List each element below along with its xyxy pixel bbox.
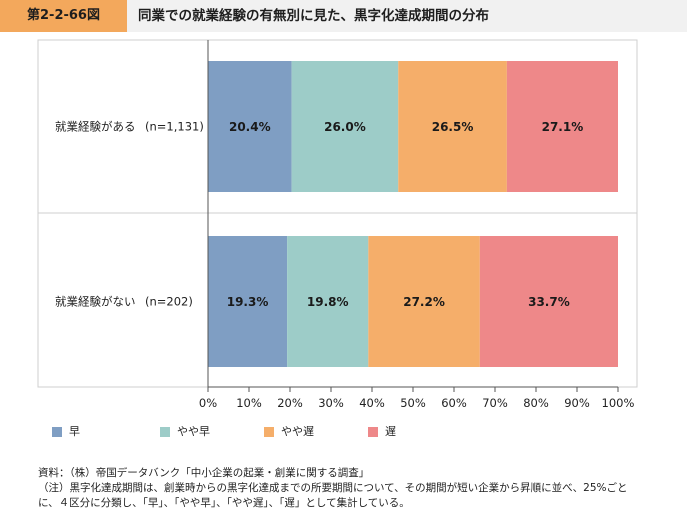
- legend-label: やや早: [177, 425, 210, 438]
- note-line-2: に、４区分に分類し、「早」、「やや早」、「やや遅」、「遅」として集計している。: [38, 497, 410, 509]
- x-tick-label: 100%: [602, 396, 635, 410]
- bar-segment: [287, 236, 369, 367]
- x-tick-label: 40%: [359, 396, 385, 410]
- x-tick-label: 30%: [318, 396, 344, 410]
- data-label: 27.1%: [542, 120, 584, 134]
- data-label: 19.8%: [307, 295, 349, 309]
- figure-title: 同業での就業経験の有無別に見た、黒字化達成期間の分布: [138, 8, 489, 24]
- legend-swatch: [264, 427, 274, 437]
- figure-number: 第2-2-66図: [0, 0, 127, 32]
- legend-swatch: [52, 427, 62, 437]
- x-tick-label: 50%: [400, 396, 426, 410]
- bar-segment: [291, 61, 399, 192]
- bar-segment: [368, 236, 480, 367]
- category-label: 就業経験がある: [55, 120, 136, 134]
- bar-segment: [479, 236, 618, 367]
- legend-label: やや遅: [281, 425, 314, 438]
- data-label: 33.7%: [528, 295, 570, 309]
- data-label: 26.0%: [324, 120, 366, 134]
- category-label: 就業経験がない: [55, 295, 136, 309]
- legend-swatch: [368, 427, 378, 437]
- legend-swatch: [160, 427, 170, 437]
- x-tick-label: 10%: [236, 396, 262, 410]
- legend-label: 早: [69, 425, 80, 438]
- x-tick-label: 20%: [277, 396, 303, 410]
- legend-label: 遅: [385, 425, 396, 438]
- data-label: 26.5%: [432, 120, 474, 134]
- bar-segment: [208, 61, 292, 192]
- value-labels: 20.4% 26.0% 26.5% 27.1% 19.3% 19.8% 27.2% 33.7%: [227, 120, 584, 309]
- x-tick-label: 90%: [564, 396, 590, 410]
- x-tick-label: 60%: [441, 396, 467, 410]
- bar-segment: [398, 61, 507, 192]
- figure-header: 第2-2-66図 同業での就業経験の有無別に見た、黒字化達成期間の分布: [0, 0, 687, 32]
- data-label: 19.3%: [227, 295, 269, 309]
- category-labels: 就業経験がある (n=1,131) 就業経験がない (n=202): [55, 120, 204, 309]
- category-count: (n=1,131): [145, 120, 204, 134]
- x-tick-label: 0%: [199, 396, 217, 410]
- data-label: 27.2%: [403, 295, 445, 309]
- x-axis: 0% 10% 20% 30% 40% 50% 60% 70% 80% 90% 100%: [199, 40, 635, 410]
- source-note: 資料：（株）帝国データバンク「中小企業の起業・創業に関する調査」: [38, 467, 370, 479]
- data-label: 20.4%: [229, 120, 271, 134]
- notes: 資料：（株）帝国データバンク「中小企業の起業・創業に関する調査」 （注）黒字化達…: [38, 466, 656, 511]
- category-count: (n=202): [145, 295, 193, 309]
- bar-segment: [506, 61, 618, 192]
- x-tick-label: 80%: [523, 396, 549, 410]
- x-tick-label: 70%: [482, 396, 508, 410]
- bar-segments: [208, 61, 618, 367]
- note-line-1: （注）黒字化達成期間は、創業時からの黒字化達成までの所要期間について、その期間が…: [38, 482, 628, 494]
- bar-segment: [208, 236, 288, 367]
